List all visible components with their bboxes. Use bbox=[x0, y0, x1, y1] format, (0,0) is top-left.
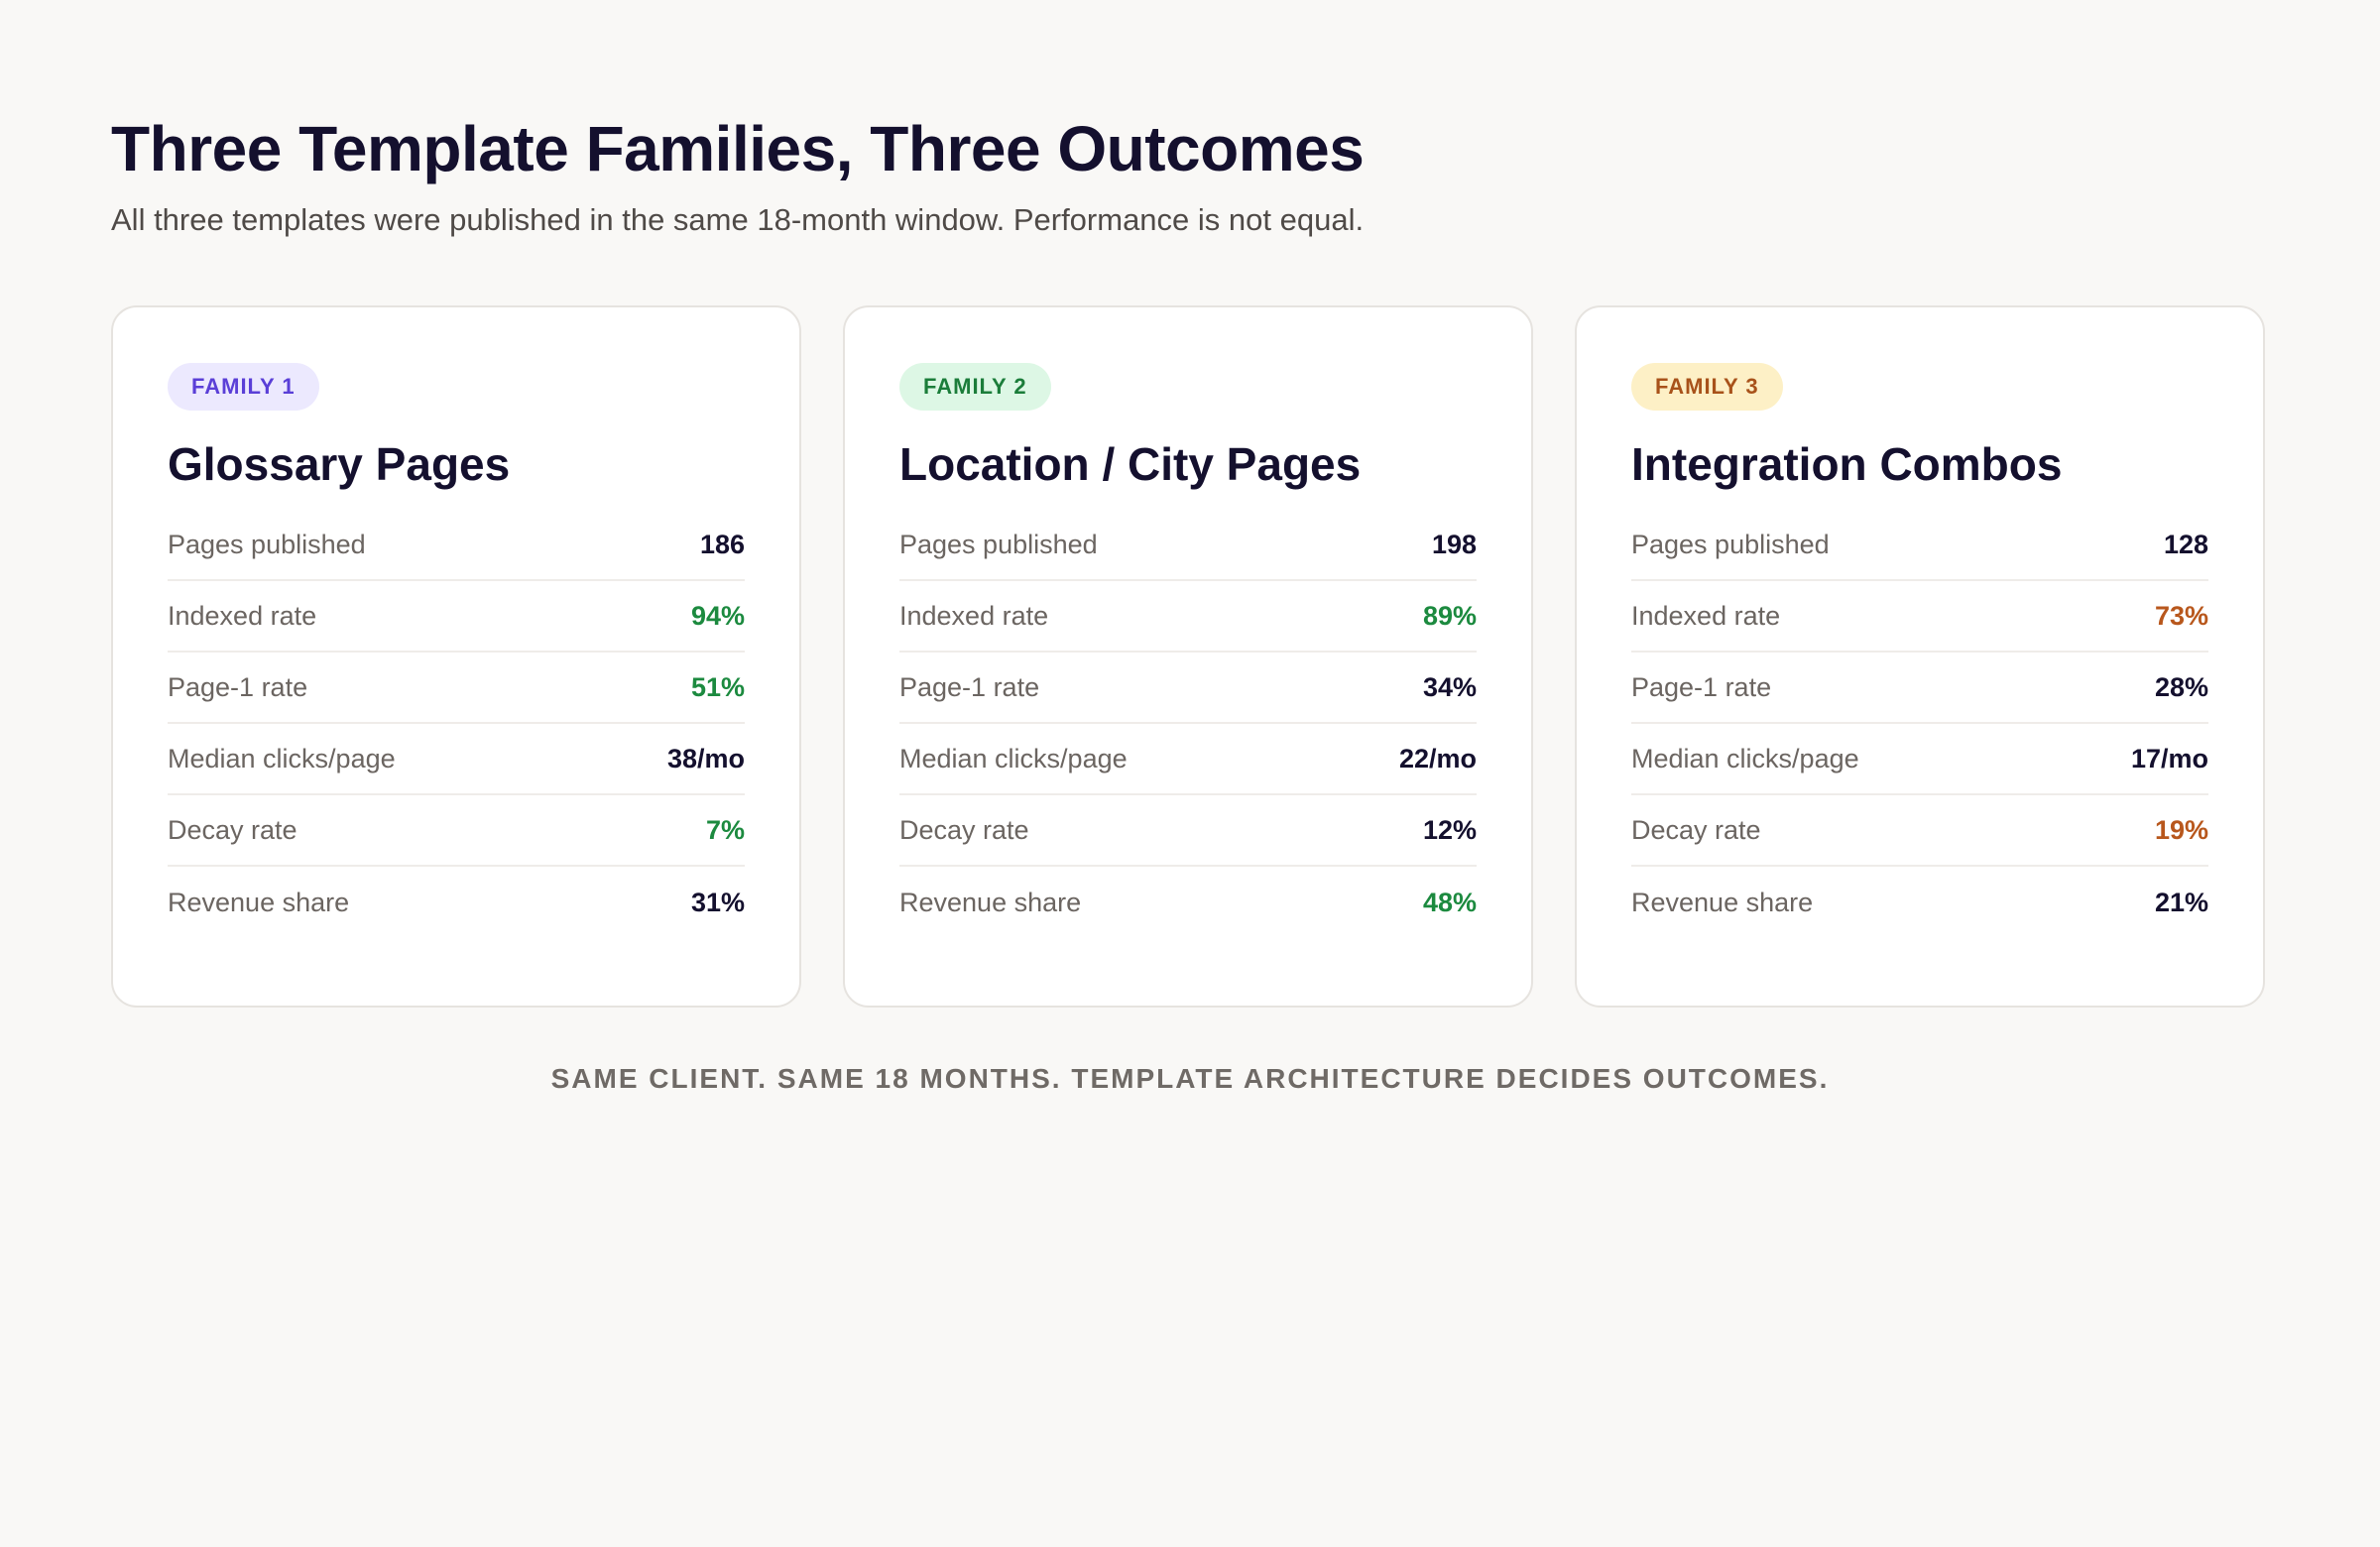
metric-row-page1-rate: Page-1 rate 28% bbox=[1631, 653, 2208, 724]
metric-label: Pages published bbox=[899, 529, 1098, 559]
family-card-integration: FAMILY 3 Integration Combos Pages publis… bbox=[1575, 305, 2265, 1008]
metric-row-indexed-rate: Indexed rate 89% bbox=[899, 581, 1477, 653]
family-card-location: FAMILY 2 Location / City Pages Pages pub… bbox=[843, 305, 1533, 1008]
page-title: Three Template Families, Three Outcomes bbox=[111, 113, 1365, 184]
metric-label: Page-1 rate bbox=[899, 671, 1040, 702]
metric-label: Median clicks/page bbox=[899, 743, 1128, 774]
metric-list: Pages published 128 Indexed rate 73% Pag… bbox=[1631, 510, 2208, 938]
metric-row-pages-published: Pages published 198 bbox=[899, 510, 1477, 581]
metric-value: 89% bbox=[1422, 600, 1477, 631]
metric-value: 51% bbox=[690, 671, 745, 702]
metric-value: 94% bbox=[690, 600, 745, 631]
metric-value: 128 bbox=[2163, 529, 2208, 559]
family-cards: FAMILY 1 Glossary Pages Pages published … bbox=[111, 305, 2269, 1008]
metric-label: Indexed rate bbox=[899, 600, 1049, 631]
page: Three Template Families, Three Outcomes … bbox=[111, 0, 2269, 1094]
metric-row-indexed-rate: Indexed rate 73% bbox=[1631, 581, 2208, 653]
metric-value: 22/mo bbox=[1398, 743, 1477, 774]
metric-row-median-clicks: Median clicks/page 22/mo bbox=[899, 724, 1477, 795]
metric-label: Decay rate bbox=[168, 814, 298, 845]
metric-list: Pages published 198 Indexed rate 89% Pag… bbox=[899, 510, 1477, 938]
metric-row-pages-published: Pages published 128 bbox=[1631, 510, 2208, 581]
metric-value: 28% bbox=[2154, 671, 2208, 702]
footer-caption: SAME CLIENT. SAME 18 MONTHS. TEMPLATE AR… bbox=[550, 1063, 1830, 1094]
metric-row-decay-rate: Decay rate 19% bbox=[1631, 795, 2208, 867]
metric-label: Revenue share bbox=[168, 887, 350, 917]
metric-label: Median clicks/page bbox=[1631, 743, 1859, 774]
metric-list: Pages published 186 Indexed rate 94% Pag… bbox=[168, 510, 745, 938]
metric-row-revenue-share: Revenue share 31% bbox=[168, 867, 745, 938]
family-title: Glossary Pages bbox=[168, 438, 511, 490]
metric-label: Page-1 rate bbox=[168, 671, 308, 702]
metric-label: Indexed rate bbox=[1631, 600, 1781, 631]
metric-label: Page-1 rate bbox=[1631, 671, 1772, 702]
metric-row-page1-rate: Page-1 rate 51% bbox=[168, 653, 745, 724]
metric-label: Median clicks/page bbox=[168, 743, 396, 774]
metric-value: 19% bbox=[2154, 814, 2208, 845]
metric-value: 198 bbox=[1431, 529, 1477, 559]
metric-row-median-clicks: Median clicks/page 38/mo bbox=[168, 724, 745, 795]
metric-value: 7% bbox=[705, 814, 745, 845]
family-card-glossary: FAMILY 1 Glossary Pages Pages published … bbox=[111, 305, 801, 1008]
metric-row-decay-rate: Decay rate 7% bbox=[168, 795, 745, 867]
metric-label: Revenue share bbox=[899, 887, 1082, 917]
metric-label: Decay rate bbox=[899, 814, 1029, 845]
family-badge: FAMILY 3 bbox=[1631, 363, 1783, 411]
metric-row-indexed-rate: Indexed rate 94% bbox=[168, 581, 745, 653]
metric-row-revenue-share: Revenue share 48% bbox=[899, 867, 1477, 938]
metric-value: 12% bbox=[1422, 814, 1477, 845]
metric-row-median-clicks: Median clicks/page 17/mo bbox=[1631, 724, 2208, 795]
metric-row-page1-rate: Page-1 rate 34% bbox=[899, 653, 1477, 724]
metric-value: 186 bbox=[699, 529, 745, 559]
metric-value: 17/mo bbox=[2130, 743, 2208, 774]
metric-label: Revenue share bbox=[1631, 887, 1814, 917]
family-title: Location / City Pages bbox=[899, 438, 1362, 490]
metric-value: 73% bbox=[2154, 600, 2208, 631]
family-title: Integration Combos bbox=[1631, 438, 2063, 490]
metric-value: 21% bbox=[2154, 887, 2208, 917]
metric-label: Decay rate bbox=[1631, 814, 1761, 845]
metric-value: 38/mo bbox=[666, 743, 745, 774]
metric-row-revenue-share: Revenue share 21% bbox=[1631, 867, 2208, 938]
metric-label: Pages published bbox=[168, 529, 366, 559]
metric-label: Indexed rate bbox=[168, 600, 317, 631]
metric-value: 48% bbox=[1422, 887, 1477, 917]
metric-value: 34% bbox=[1422, 671, 1477, 702]
metric-row-pages-published: Pages published 186 bbox=[168, 510, 745, 581]
family-badge: FAMILY 2 bbox=[899, 363, 1051, 411]
page-subtitle: All three templates were published in th… bbox=[111, 202, 1365, 237]
family-badge: FAMILY 1 bbox=[168, 363, 319, 411]
metric-label: Pages published bbox=[1631, 529, 1830, 559]
metric-value: 31% bbox=[690, 887, 745, 917]
metric-row-decay-rate: Decay rate 12% bbox=[899, 795, 1477, 867]
